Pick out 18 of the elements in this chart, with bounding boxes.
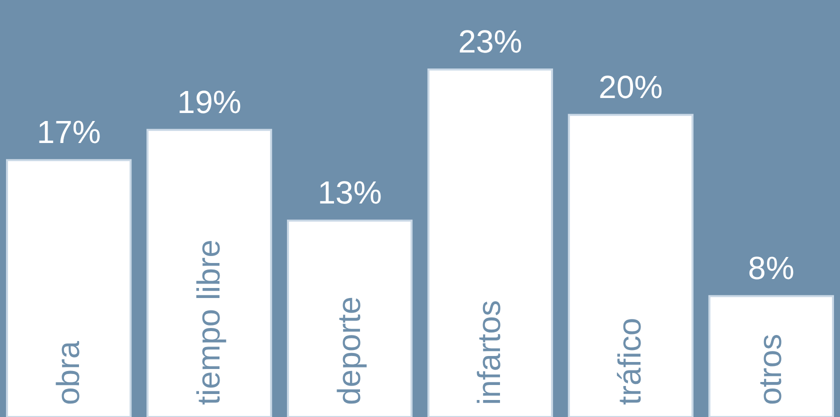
- x-tick-label: tráfico: [612, 318, 648, 405]
- x-tick-label: otros: [752, 334, 788, 405]
- x-tick-label: obra: [50, 340, 86, 405]
- x-tick-label: tiempo libre: [190, 240, 226, 405]
- data-label: 19%: [177, 84, 242, 120]
- data-label: 23%: [458, 24, 522, 60]
- bar: [146, 128, 272, 417]
- bar: [6, 159, 132, 417]
- bar: [708, 295, 834, 417]
- x-tick-label: infartos: [471, 300, 508, 405]
- data-label: 8%: [748, 250, 794, 286]
- bar: [568, 114, 694, 417]
- data-label: 13%: [318, 174, 382, 211]
- data-label: 20%: [598, 68, 663, 105]
- data-label: 17%: [36, 114, 101, 150]
- bar: [427, 68, 554, 417]
- x-tick-label: deporte: [330, 296, 367, 405]
- bar: [286, 220, 413, 417]
